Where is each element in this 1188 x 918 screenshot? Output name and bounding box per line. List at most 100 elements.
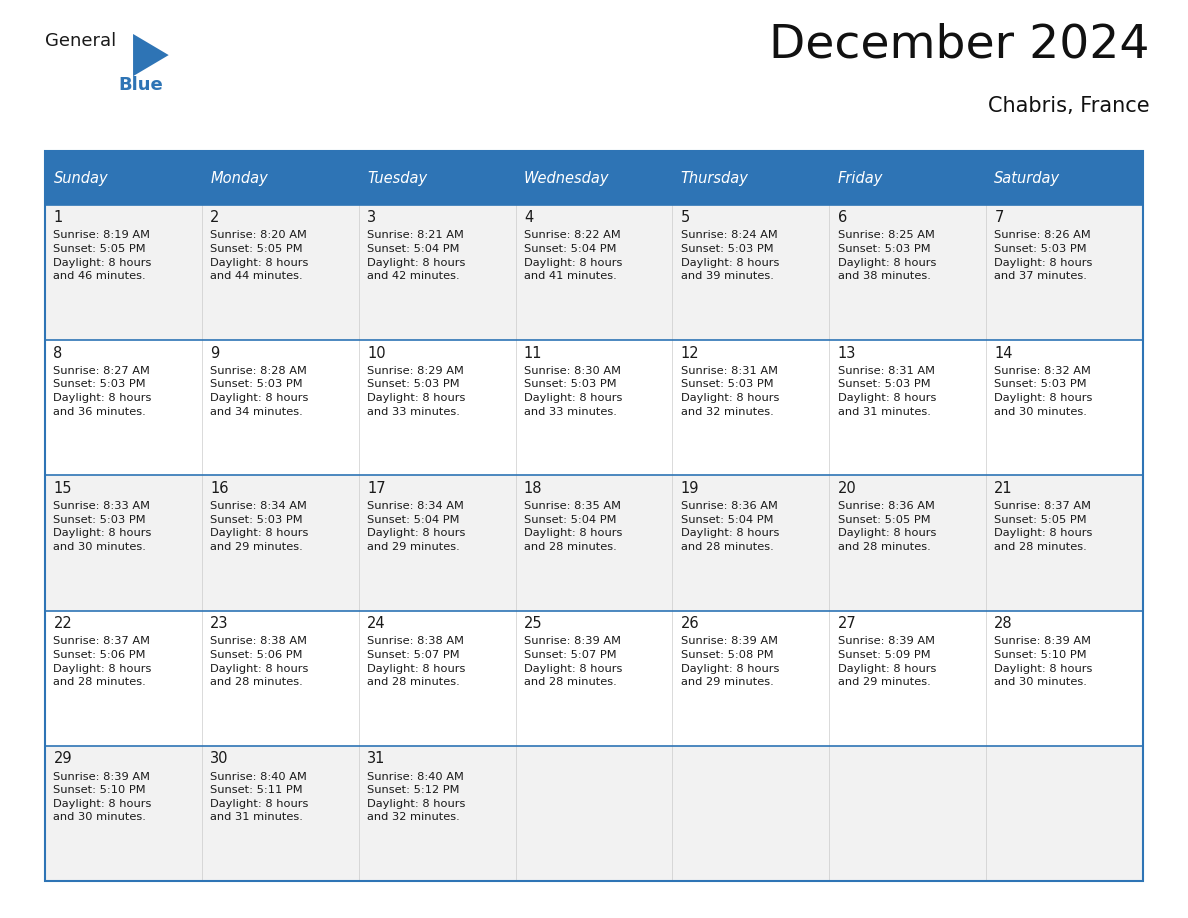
Text: 27: 27 [838,616,857,632]
Bar [516,746,672,881]
Text: Sunrise: 8:39 AM
Sunset: 5:10 PM
Daylight: 8 hours
and 30 minutes.: Sunrise: 8:39 AM Sunset: 5:10 PM Dayligh… [53,772,152,823]
Text: 29: 29 [53,752,72,767]
Text: Friday: Friday [838,171,883,185]
Bar [202,610,359,746]
Text: 17: 17 [367,481,386,496]
Bar [516,610,672,746]
Bar [359,610,516,746]
Bar [202,476,359,610]
Bar [202,340,359,476]
Text: Sunrise: 8:27 AM
Sunset: 5:03 PM
Daylight: 8 hours
and 36 minutes.: Sunrise: 8:27 AM Sunset: 5:03 PM Dayligh… [53,365,152,417]
Text: Sunrise: 8:20 AM
Sunset: 5:05 PM
Daylight: 8 hours
and 44 minutes.: Sunrise: 8:20 AM Sunset: 5:05 PM Dayligh… [210,230,309,281]
Text: 19: 19 [681,481,700,496]
Text: Sunrise: 8:37 AM
Sunset: 5:06 PM
Daylight: 8 hours
and 28 minutes.: Sunrise: 8:37 AM Sunset: 5:06 PM Dayligh… [53,636,152,688]
Text: Sunrise: 8:39 AM
Sunset: 5:08 PM
Daylight: 8 hours
and 29 minutes.: Sunrise: 8:39 AM Sunset: 5:08 PM Dayligh… [681,636,779,688]
Text: Sunrise: 8:39 AM
Sunset: 5:10 PM
Daylight: 8 hours
and 30 minutes.: Sunrise: 8:39 AM Sunset: 5:10 PM Dayligh… [994,636,1093,688]
Bar [45,151,1143,881]
Text: 26: 26 [681,616,700,632]
Text: 20: 20 [838,481,857,496]
Bar [45,610,202,746]
Bar [829,746,986,881]
Text: General: General [45,32,116,50]
Text: 12: 12 [681,345,700,361]
Text: Monday: Monday [210,171,268,185]
Text: Sunrise: 8:39 AM
Sunset: 5:07 PM
Daylight: 8 hours
and 28 minutes.: Sunrise: 8:39 AM Sunset: 5:07 PM Dayligh… [524,636,623,688]
Bar [202,205,359,340]
Bar [359,151,516,205]
Text: 11: 11 [524,345,543,361]
Bar [672,610,829,746]
Text: Saturday: Saturday [994,171,1061,185]
Bar [986,746,1143,881]
Text: Sunrise: 8:31 AM
Sunset: 5:03 PM
Daylight: 8 hours
and 32 minutes.: Sunrise: 8:31 AM Sunset: 5:03 PM Dayligh… [681,365,779,417]
Polygon shape [133,34,169,76]
Text: 5: 5 [681,210,690,225]
Bar [359,205,516,340]
Bar [359,476,516,610]
Bar [829,151,986,205]
Bar [986,610,1143,746]
Bar [202,746,359,881]
Text: Sunrise: 8:34 AM
Sunset: 5:03 PM
Daylight: 8 hours
and 29 minutes.: Sunrise: 8:34 AM Sunset: 5:03 PM Dayligh… [210,501,309,552]
Text: Sunrise: 8:29 AM
Sunset: 5:03 PM
Daylight: 8 hours
and 33 minutes.: Sunrise: 8:29 AM Sunset: 5:03 PM Dayligh… [367,365,466,417]
Bar [986,151,1143,205]
Bar [986,340,1143,476]
Bar [672,151,829,205]
Bar [45,340,202,476]
Bar [516,205,672,340]
Text: 2: 2 [210,210,220,225]
Text: Sunrise: 8:31 AM
Sunset: 5:03 PM
Daylight: 8 hours
and 31 minutes.: Sunrise: 8:31 AM Sunset: 5:03 PM Dayligh… [838,365,936,417]
Text: Sunrise: 8:21 AM
Sunset: 5:04 PM
Daylight: 8 hours
and 42 minutes.: Sunrise: 8:21 AM Sunset: 5:04 PM Dayligh… [367,230,466,281]
Text: 15: 15 [53,481,72,496]
Bar [829,205,986,340]
Text: Sunrise: 8:22 AM
Sunset: 5:04 PM
Daylight: 8 hours
and 41 minutes.: Sunrise: 8:22 AM Sunset: 5:04 PM Dayligh… [524,230,623,281]
Text: Sunrise: 8:26 AM
Sunset: 5:03 PM
Daylight: 8 hours
and 37 minutes.: Sunrise: 8:26 AM Sunset: 5:03 PM Dayligh… [994,230,1093,281]
Text: Sunrise: 8:34 AM
Sunset: 5:04 PM
Daylight: 8 hours
and 29 minutes.: Sunrise: 8:34 AM Sunset: 5:04 PM Dayligh… [367,501,466,552]
Text: Sunrise: 8:40 AM
Sunset: 5:11 PM
Daylight: 8 hours
and 31 minutes.: Sunrise: 8:40 AM Sunset: 5:11 PM Dayligh… [210,772,309,823]
Bar [45,151,202,205]
Bar [986,205,1143,340]
Text: Thursday: Thursday [681,171,748,185]
Bar [45,205,202,340]
Bar [829,610,986,746]
Text: 4: 4 [524,210,533,225]
Text: 9: 9 [210,345,220,361]
Text: Sunrise: 8:35 AM
Sunset: 5:04 PM
Daylight: 8 hours
and 28 minutes.: Sunrise: 8:35 AM Sunset: 5:04 PM Dayligh… [524,501,623,552]
Text: 18: 18 [524,481,543,496]
Bar [359,340,516,476]
Bar [516,340,672,476]
Bar [516,476,672,610]
Bar [516,151,672,205]
Text: Sunrise: 8:24 AM
Sunset: 5:03 PM
Daylight: 8 hours
and 39 minutes.: Sunrise: 8:24 AM Sunset: 5:03 PM Dayligh… [681,230,779,281]
Text: 25: 25 [524,616,543,632]
Bar [45,476,202,610]
Bar [359,746,516,881]
Text: Sunday: Sunday [53,171,108,185]
Text: Sunrise: 8:19 AM
Sunset: 5:05 PM
Daylight: 8 hours
and 46 minutes.: Sunrise: 8:19 AM Sunset: 5:05 PM Dayligh… [53,230,152,281]
Text: Sunrise: 8:33 AM
Sunset: 5:03 PM
Daylight: 8 hours
and 30 minutes.: Sunrise: 8:33 AM Sunset: 5:03 PM Dayligh… [53,501,152,552]
Text: 3: 3 [367,210,377,225]
Bar [202,151,359,205]
Text: Sunrise: 8:40 AM
Sunset: 5:12 PM
Daylight: 8 hours
and 32 minutes.: Sunrise: 8:40 AM Sunset: 5:12 PM Dayligh… [367,772,466,823]
Text: 7: 7 [994,210,1004,225]
Text: 21: 21 [994,481,1013,496]
Text: Sunrise: 8:37 AM
Sunset: 5:05 PM
Daylight: 8 hours
and 28 minutes.: Sunrise: 8:37 AM Sunset: 5:05 PM Dayligh… [994,501,1093,552]
Text: 1: 1 [53,210,63,225]
Text: 10: 10 [367,345,386,361]
Text: December 2024: December 2024 [770,23,1150,68]
Bar [829,340,986,476]
Text: Sunrise: 8:36 AM
Sunset: 5:04 PM
Daylight: 8 hours
and 28 minutes.: Sunrise: 8:36 AM Sunset: 5:04 PM Dayligh… [681,501,779,552]
Bar [672,476,829,610]
Text: Sunrise: 8:38 AM
Sunset: 5:07 PM
Daylight: 8 hours
and 28 minutes.: Sunrise: 8:38 AM Sunset: 5:07 PM Dayligh… [367,636,466,688]
Bar [672,340,829,476]
Text: 30: 30 [210,752,229,767]
Bar [672,746,829,881]
Text: 23: 23 [210,616,229,632]
Text: 24: 24 [367,616,386,632]
Text: Sunrise: 8:39 AM
Sunset: 5:09 PM
Daylight: 8 hours
and 29 minutes.: Sunrise: 8:39 AM Sunset: 5:09 PM Dayligh… [838,636,936,688]
Text: 14: 14 [994,345,1013,361]
Text: 31: 31 [367,752,385,767]
Text: Chabris, France: Chabris, France [988,96,1150,117]
Text: Sunrise: 8:36 AM
Sunset: 5:05 PM
Daylight: 8 hours
and 28 minutes.: Sunrise: 8:36 AM Sunset: 5:05 PM Dayligh… [838,501,936,552]
Text: Sunrise: 8:30 AM
Sunset: 5:03 PM
Daylight: 8 hours
and 33 minutes.: Sunrise: 8:30 AM Sunset: 5:03 PM Dayligh… [524,365,623,417]
